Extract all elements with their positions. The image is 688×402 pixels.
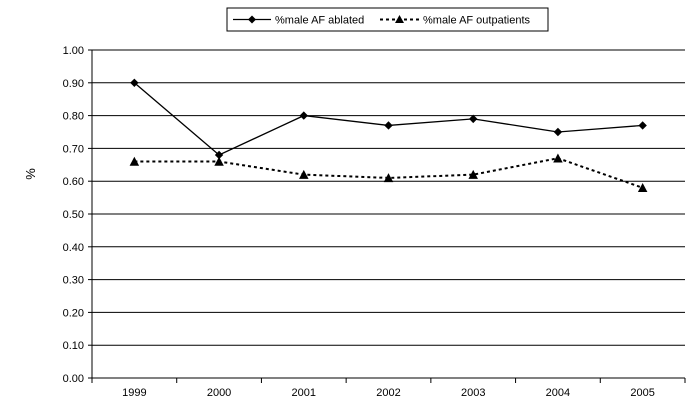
y-tick-label: 0.00 bbox=[63, 373, 84, 385]
y-tick-labels: 0.00 0.10 0.20 0.30 0.40 0.50 0.60 0.70 0.80 0.90… bbox=[63, 45, 84, 385]
legend-label-outpatients: %male AF outpatients bbox=[423, 15, 531, 27]
x-tick-label: 2005 bbox=[630, 387, 654, 399]
x-tick-label: 2002 bbox=[376, 387, 400, 399]
y-tick-label: 1.00 bbox=[63, 45, 84, 57]
data-point bbox=[469, 114, 478, 124]
y-tick-label: 0.30 bbox=[63, 275, 84, 287]
series-line bbox=[133, 82, 643, 156]
y-axis-title: % bbox=[23, 168, 38, 180]
data-point bbox=[299, 169, 309, 179]
gridlines bbox=[92, 49, 685, 346]
x-tick-label: 2001 bbox=[292, 387, 316, 399]
data-point bbox=[468, 169, 478, 179]
data-point bbox=[637, 183, 648, 193]
legend-marker-outpatients bbox=[395, 15, 404, 23]
y-tick-label: 0.50 bbox=[63, 209, 84, 221]
data-point bbox=[384, 121, 393, 130]
x-tick-label: 1999 bbox=[122, 387, 146, 399]
y-tick-label: 0.20 bbox=[63, 307, 84, 319]
series-1 bbox=[129, 153, 648, 193]
legend-marker-ablated bbox=[248, 15, 256, 24]
data-point bbox=[553, 153, 563, 163]
y-tick-label: 0.10 bbox=[63, 340, 84, 352]
data-point bbox=[299, 111, 308, 120]
data-point bbox=[383, 173, 394, 183]
x-tick-label: 2004 bbox=[546, 387, 570, 399]
series-0 bbox=[130, 78, 647, 160]
data-point bbox=[129, 156, 140, 166]
x-tick-label: 2003 bbox=[461, 387, 485, 399]
y-tick-label: 0.70 bbox=[63, 143, 84, 155]
x-tick-labels: 1999 2000 2001 2002 2003 2004 2005 bbox=[122, 387, 655, 399]
y-tick-label: 0.90 bbox=[63, 78, 84, 90]
y-tick-label: 0.80 bbox=[63, 111, 84, 123]
axes bbox=[88, 49, 686, 383]
data-series bbox=[129, 78, 648, 193]
x-tick-label: 2000 bbox=[207, 387, 231, 399]
data-point bbox=[214, 156, 224, 166]
y-tick-label: 0.60 bbox=[63, 176, 84, 188]
data-point bbox=[130, 78, 139, 87]
data-point bbox=[214, 150, 224, 160]
legend-label-ablated: %male AF ablated bbox=[275, 15, 364, 27]
data-point bbox=[638, 121, 647, 130]
y-tick-label: 0.40 bbox=[63, 242, 84, 254]
legend: %male AF ablated %male AF outpatients bbox=[226, 7, 549, 32]
data-point bbox=[553, 127, 563, 137]
series-line bbox=[134, 157, 643, 189]
